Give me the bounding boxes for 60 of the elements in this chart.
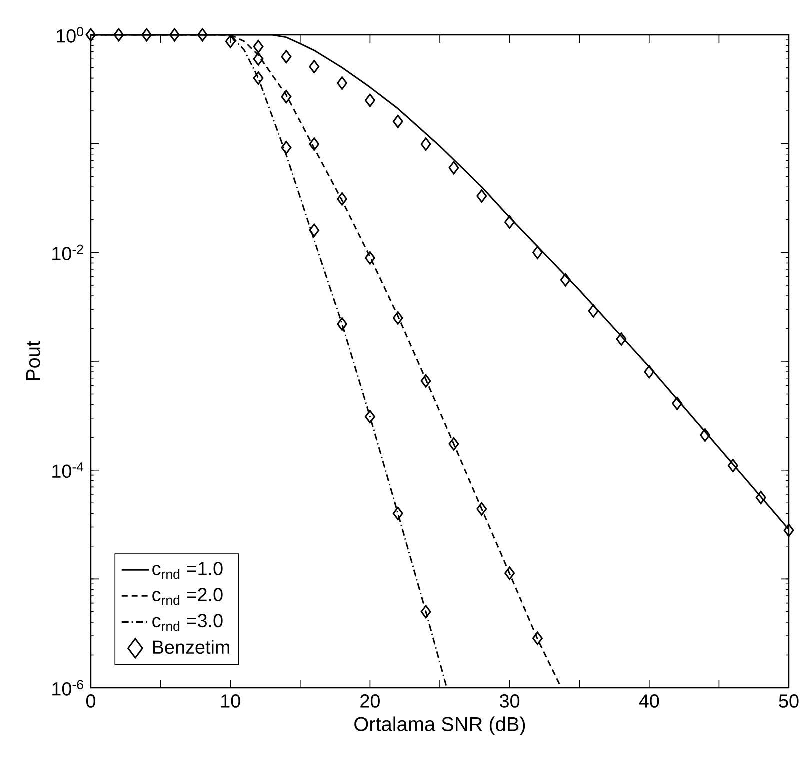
point (281, 50, 292, 64)
point (337, 76, 348, 90)
x-tick-label: 30 (500, 694, 520, 708)
point (309, 60, 320, 74)
point (476, 190, 488, 203)
point (86, 28, 96, 42)
point (588, 304, 599, 318)
point (281, 90, 292, 104)
point (114, 28, 124, 42)
x-tick-label: 40 (639, 694, 660, 708)
point (700, 428, 710, 442)
y-tick-label: 10$^{-2}$ (52, 244, 84, 261)
legend-label: c$_{rnd}$ =1.0 (152, 562, 223, 580)
y-tick-label: 10$^{0}$ (57, 27, 84, 43)
x-tick-label: 0 (86, 694, 96, 708)
point (420, 374, 432, 388)
point (253, 52, 264, 66)
x-tick-label: 20 (360, 694, 380, 708)
point (225, 34, 236, 48)
point (532, 246, 543, 260)
point (392, 311, 404, 325)
point (756, 491, 766, 504)
point (392, 114, 404, 128)
point (364, 410, 376, 424)
point (728, 459, 738, 473)
point (253, 72, 264, 86)
point (532, 632, 543, 646)
point (644, 365, 655, 379)
legend-label: c$_{rnd}$ =2.0 (152, 588, 223, 606)
point (309, 224, 320, 238)
point (504, 216, 516, 230)
point (420, 138, 432, 152)
point (170, 28, 180, 42)
point (420, 605, 432, 619)
point (309, 138, 320, 152)
point (504, 566, 516, 580)
point (476, 502, 488, 516)
x-tick-label: 10 (222, 694, 240, 708)
point (197, 28, 208, 42)
point (364, 251, 376, 265)
point (337, 318, 348, 331)
point (448, 161, 460, 175)
y-axis-title: Pout (26, 341, 40, 380)
point (616, 332, 627, 346)
point (281, 141, 292, 155)
y-tick-label: 10$^{-4}$ (52, 462, 84, 478)
y-tick-label: 10$^{-6}$ (52, 680, 84, 696)
point (784, 524, 794, 538)
point (448, 437, 460, 451)
legend-label: c$_{rnd}$ =3.0 (152, 614, 223, 632)
point (560, 273, 571, 287)
point (142, 28, 152, 42)
point (392, 506, 404, 520)
point (253, 40, 264, 54)
x-axis-title: Ortalama SNR (dB) (354, 716, 526, 736)
point (364, 94, 376, 108)
legend-label: Benzetim (153, 640, 230, 654)
x-tick-label: 50 (779, 694, 799, 708)
point (672, 396, 683, 410)
point (337, 192, 348, 206)
